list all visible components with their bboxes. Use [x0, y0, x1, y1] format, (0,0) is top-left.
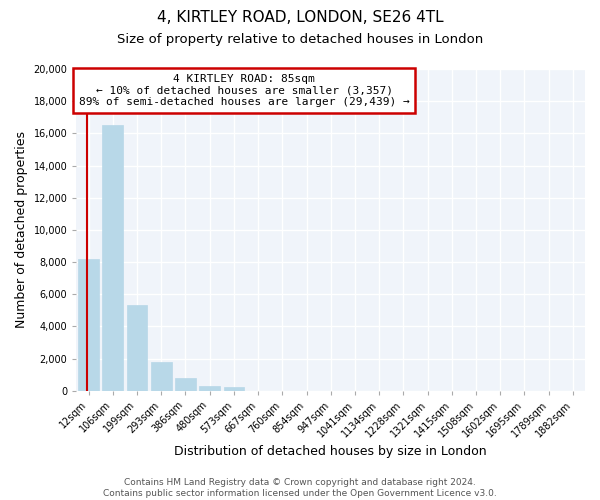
Text: 4 KIRTLEY ROAD: 85sqm
← 10% of detached houses are smaller (3,357)
89% of semi-d: 4 KIRTLEY ROAD: 85sqm ← 10% of detached … [79, 74, 410, 107]
Bar [78, 259, 99, 390]
Text: 4, KIRTLEY ROAD, LONDON, SE26 4TL: 4, KIRTLEY ROAD, LONDON, SE26 4TL [157, 10, 443, 25]
X-axis label: Distribution of detached houses by size in London: Distribution of detached houses by size … [175, 444, 487, 458]
Bar [151, 362, 172, 390]
Bar [103, 126, 123, 390]
Y-axis label: Number of detached properties: Number of detached properties [15, 132, 28, 328]
Bar [175, 378, 196, 390]
Bar [224, 386, 244, 390]
Text: Contains HM Land Registry data © Crown copyright and database right 2024.
Contai: Contains HM Land Registry data © Crown c… [103, 478, 497, 498]
Text: Size of property relative to detached houses in London: Size of property relative to detached ho… [117, 32, 483, 46]
Bar [199, 386, 220, 390]
Bar [127, 306, 147, 390]
